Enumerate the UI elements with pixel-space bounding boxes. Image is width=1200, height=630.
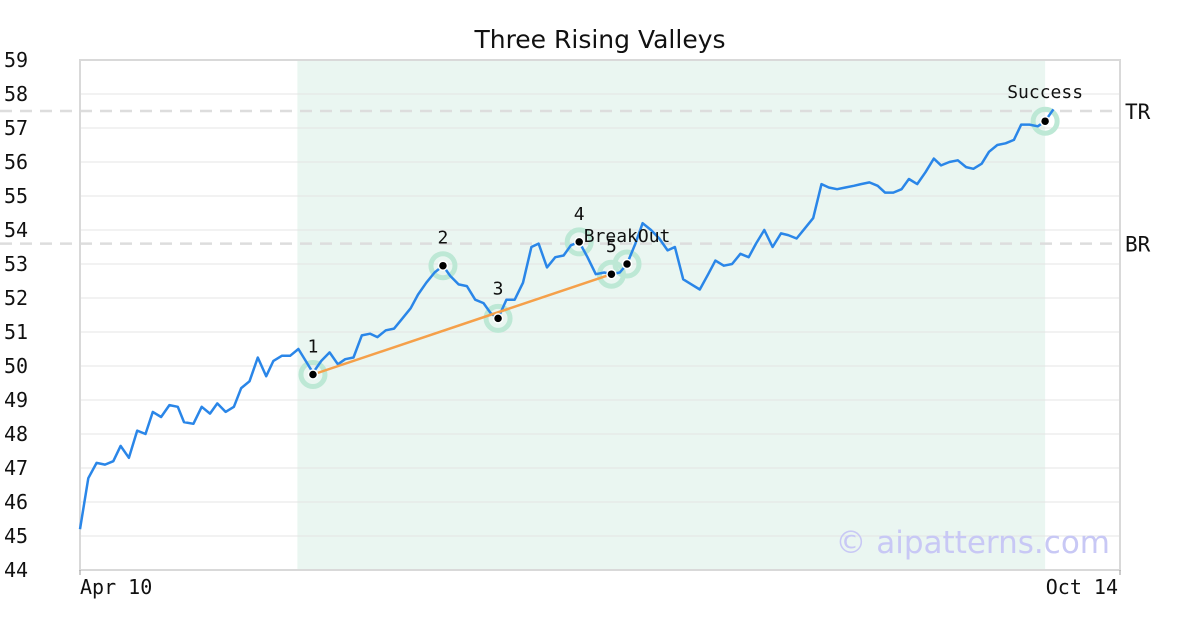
reference-label-br: BR bbox=[1125, 233, 1151, 257]
marker-halo-breakout bbox=[612, 249, 642, 279]
marker-halo-success bbox=[1030, 106, 1060, 136]
valley-trend-line bbox=[312, 273, 612, 376]
y-tick-label: 50 bbox=[4, 354, 28, 378]
marker-halo-4 bbox=[564, 227, 594, 257]
y-tick-label: 57 bbox=[4, 116, 28, 140]
reference-label-tr: TR bbox=[1125, 100, 1151, 124]
marker-point-4 bbox=[573, 236, 585, 248]
marker-label-4: 4 bbox=[574, 204, 585, 225]
y-tick-label: 47 bbox=[4, 456, 28, 480]
y-tick-label: 55 bbox=[4, 184, 28, 208]
y-tick-label: 45 bbox=[4, 524, 28, 548]
marker-halo-3 bbox=[483, 303, 513, 333]
marker-halo-2 bbox=[428, 251, 458, 281]
y-tick-label: 48 bbox=[4, 422, 28, 446]
pattern-highlight-region bbox=[297, 60, 1046, 570]
y-tick-label: 51 bbox=[4, 320, 28, 344]
y-tick-label: 59 bbox=[4, 48, 28, 72]
watermark-text: © aipatterns.com bbox=[835, 525, 1110, 561]
marker-label-1: 1 bbox=[308, 337, 319, 358]
marker-label-breakout: BreakOut bbox=[584, 226, 671, 247]
marker-point-1 bbox=[307, 369, 319, 380]
chart-title: Three Rising Valleys bbox=[473, 25, 725, 54]
plot-border bbox=[79, 59, 1121, 571]
y-tick-label: 53 bbox=[4, 252, 28, 276]
x-tick-label: Oct 14 bbox=[1046, 575, 1118, 599]
y-tick-label: 54 bbox=[4, 218, 28, 242]
y-tick-label: 44 bbox=[4, 558, 28, 582]
plot-area: 44454647484950515253545556575859TRBRApr … bbox=[0, 48, 1151, 599]
marker-point-2 bbox=[437, 260, 449, 271]
marker-point-success bbox=[1039, 115, 1051, 127]
marker-label-5: 5 bbox=[606, 236, 617, 257]
marker-point-breakout bbox=[621, 258, 633, 270]
y-tick-label: 49 bbox=[4, 388, 28, 412]
x-tick-label: Apr 10 bbox=[80, 575, 152, 599]
y-tick-label: 46 bbox=[4, 490, 28, 514]
marker-halo-1 bbox=[298, 360, 328, 389]
y-tick-label: 52 bbox=[4, 286, 28, 310]
price-line bbox=[78, 108, 1055, 530]
marker-label-3: 3 bbox=[493, 278, 504, 299]
marker-point-3 bbox=[492, 313, 504, 324]
marker-point-5 bbox=[606, 268, 617, 280]
y-tick-label: 58 bbox=[4, 82, 28, 106]
marker-label-success: Success bbox=[1007, 82, 1083, 103]
y-tick-label: 56 bbox=[4, 150, 28, 174]
marker-label-2: 2 bbox=[438, 228, 449, 249]
